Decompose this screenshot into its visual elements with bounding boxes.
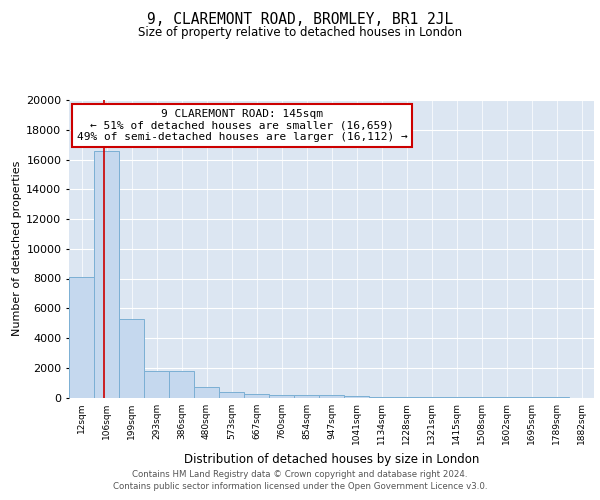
Bar bbox=[394, 397, 419, 398]
Bar bbox=[144, 372, 169, 398]
X-axis label: Distribution of detached houses by size in London: Distribution of detached houses by size … bbox=[184, 453, 479, 466]
Text: 9 CLAREMONT ROAD: 145sqm
← 51% of detached houses are smaller (16,659)
49% of se: 9 CLAREMONT ROAD: 145sqm ← 51% of detach… bbox=[77, 109, 407, 142]
Y-axis label: Number of detached properties: Number of detached properties bbox=[12, 161, 22, 336]
Bar bbox=[219, 392, 244, 398]
Bar bbox=[119, 318, 144, 398]
Text: 9, CLAREMONT ROAD, BROMLEY, BR1 2JL: 9, CLAREMONT ROAD, BROMLEY, BR1 2JL bbox=[147, 12, 453, 28]
Bar bbox=[94, 150, 119, 398]
Bar bbox=[169, 372, 194, 398]
Bar bbox=[294, 394, 319, 398]
Text: Contains HM Land Registry data © Crown copyright and database right 2024.: Contains HM Land Registry data © Crown c… bbox=[132, 470, 468, 479]
Bar bbox=[269, 394, 294, 398]
Bar bbox=[319, 396, 344, 398]
Bar bbox=[244, 394, 269, 398]
Bar bbox=[194, 387, 219, 398]
Bar bbox=[344, 396, 369, 398]
Bar bbox=[369, 396, 394, 398]
Bar bbox=[69, 277, 94, 398]
Text: Size of property relative to detached houses in London: Size of property relative to detached ho… bbox=[138, 26, 462, 39]
Text: Contains public sector information licensed under the Open Government Licence v3: Contains public sector information licen… bbox=[113, 482, 487, 491]
